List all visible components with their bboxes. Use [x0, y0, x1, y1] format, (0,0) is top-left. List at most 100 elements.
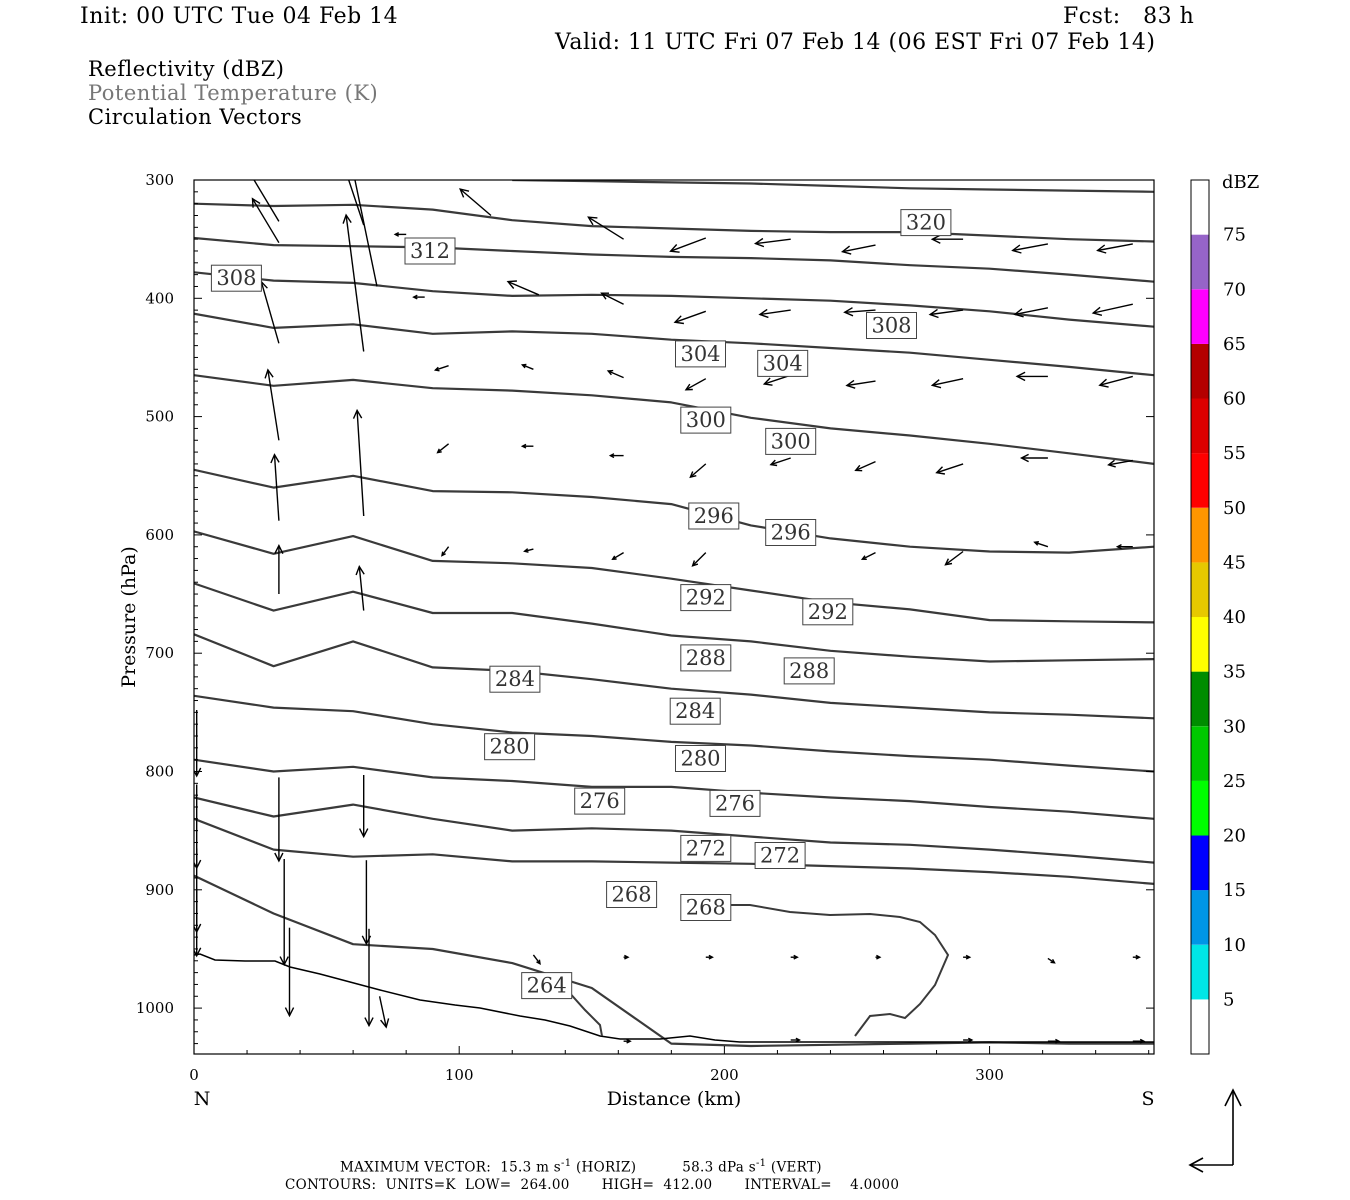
circulation-vector: [270, 453, 280, 521]
circulation-vector: [1013, 307, 1049, 318]
low-level-vector: [875, 954, 882, 960]
colorbar-level-label: 10: [1223, 935, 1246, 956]
contour-288: [194, 582, 1154, 663]
colorbar-segment: [1191, 562, 1209, 618]
x-tick-label: 200: [710, 1066, 739, 1084]
contour-264: [194, 874, 1154, 1048]
circulation-vector: [845, 379, 876, 389]
contour-label: 284: [675, 699, 715, 723]
low-level-vector: [364, 928, 374, 1028]
low-level-vector: [284, 927, 295, 1018]
low-level-vector: [963, 954, 972, 960]
colorbar-segment: [1191, 507, 1209, 563]
contour-label-box: [675, 340, 726, 368]
low-level-vector: [963, 1037, 974, 1043]
low-level-vector: [623, 954, 630, 960]
colorbar-segment: [1191, 890, 1209, 945]
x-end-label-left: N: [194, 1088, 211, 1110]
contour-320: [512, 180, 1154, 193]
y-tick-label: 300: [145, 171, 174, 189]
y-tick-label: 900: [145, 881, 174, 899]
circulation-vector: [606, 369, 624, 379]
contour-300: [194, 374, 1154, 465]
colorbar-level-label: 20: [1223, 826, 1246, 847]
contour-label: 276: [715, 791, 755, 815]
contour-label: 304: [680, 342, 720, 366]
circulation-vector: [1019, 453, 1048, 463]
contour-label: 288: [789, 659, 829, 683]
colorbar-segment: [1191, 726, 1209, 781]
low-level-vector: [194, 710, 202, 778]
contour-label-box: [765, 427, 817, 455]
circulation-vector: [459, 188, 492, 217]
colorbar-level-label: 40: [1223, 607, 1246, 628]
init-time: Init: 00 UTC Tue 04 Feb 14: [80, 4, 399, 29]
circulation-vector: [840, 244, 876, 255]
circulation-vector: [264, 368, 280, 441]
axes: 300 400 500 600 700 800 900 1000 0 100 200 300 N S Dis…: [118, 171, 1155, 1110]
y-axis-title: Pressure (hPa): [118, 546, 140, 688]
contour-label-box: [680, 834, 732, 862]
circulation-vector: [691, 552, 707, 567]
contour-292: [194, 530, 1154, 624]
forecast-hour: Fcst: 83 h: [1063, 4, 1195, 29]
contour-label: 284: [495, 667, 535, 691]
circulation-vector: [689, 463, 707, 479]
contour-label-box: [210, 264, 262, 292]
y-tick-label: 1000: [136, 999, 174, 1017]
colorbar-segment: [1191, 999, 1209, 1055]
circulation-vector: [935, 463, 964, 475]
circulation-vector: [251, 197, 280, 244]
contour-label: 272: [686, 836, 726, 860]
plot-frame: [193, 179, 1155, 1055]
contour-label-box: [574, 787, 626, 815]
low-level-vector: [532, 954, 541, 965]
colorbar-segment: [1191, 453, 1209, 508]
contours-note: CONTOURS: UNITS=K LOW= 264.00 HIGH= 412.…: [285, 1177, 900, 1193]
colorbar-level-label: 55: [1223, 443, 1246, 464]
colorbar-level-label: 60: [1223, 389, 1246, 410]
circulation-vector: [684, 378, 707, 391]
contour-label: 296: [771, 521, 811, 545]
contour-label: 288: [686, 646, 726, 670]
contour-label-box: [606, 881, 658, 908]
colorbar-segment: [1191, 234, 1209, 290]
colorbar-level-label: 35: [1223, 662, 1246, 683]
circulation-vector: [523, 548, 534, 553]
x-end-label-right: S: [1141, 1088, 1154, 1110]
y-tick-label: 800: [145, 763, 174, 781]
circulation-vector: [352, 408, 365, 517]
y-tick-label: 700: [145, 644, 174, 662]
contour-label-box: [680, 644, 732, 672]
low-level-vector: [194, 889, 202, 958]
colorbar-segment: [1191, 617, 1209, 672]
circulation-vector: [520, 363, 534, 370]
low-level-vector: [1132, 954, 1141, 960]
circulation-vector: [944, 550, 964, 566]
circulation-vector: [258, 280, 280, 344]
contour-label-box: [783, 657, 835, 685]
circulation-vector: [1091, 303, 1133, 316]
colorbar-level-label: 50: [1223, 498, 1246, 519]
low-level-vector: [1047, 1038, 1061, 1044]
x-axis-title: Distance (km): [607, 1088, 742, 1110]
contour-label-box: [688, 502, 740, 530]
circulation-vector: [1015, 371, 1048, 382]
circulation-vector: [1115, 543, 1133, 550]
field-potential-temperature: Potential Temperature (K): [88, 81, 379, 105]
colorbar-segment: [1191, 671, 1209, 727]
contour-label-box: [765, 519, 817, 546]
y-tick-label: 400: [145, 289, 174, 307]
contour-label-box: [680, 584, 732, 612]
contour-label-box: [521, 972, 573, 1000]
contour-264-hook: [566, 989, 603, 1037]
circulation-vector: [769, 457, 791, 467]
low-level-vector: [358, 775, 369, 839]
y-tick-label: 500: [145, 408, 174, 426]
low-level-vector: [705, 954, 714, 960]
contour-label: 312: [410, 239, 450, 263]
low-level-vector: [1047, 957, 1056, 964]
contour-label: 292: [686, 586, 726, 610]
contour-284: [194, 633, 1154, 720]
contour-272: [194, 796, 1154, 864]
